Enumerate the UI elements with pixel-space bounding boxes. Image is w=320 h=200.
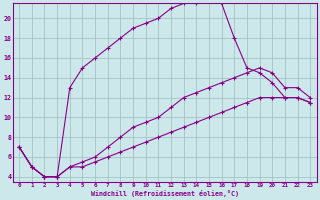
X-axis label: Windchill (Refroidissement éolien,°C): Windchill (Refroidissement éolien,°C) (91, 190, 239, 197)
